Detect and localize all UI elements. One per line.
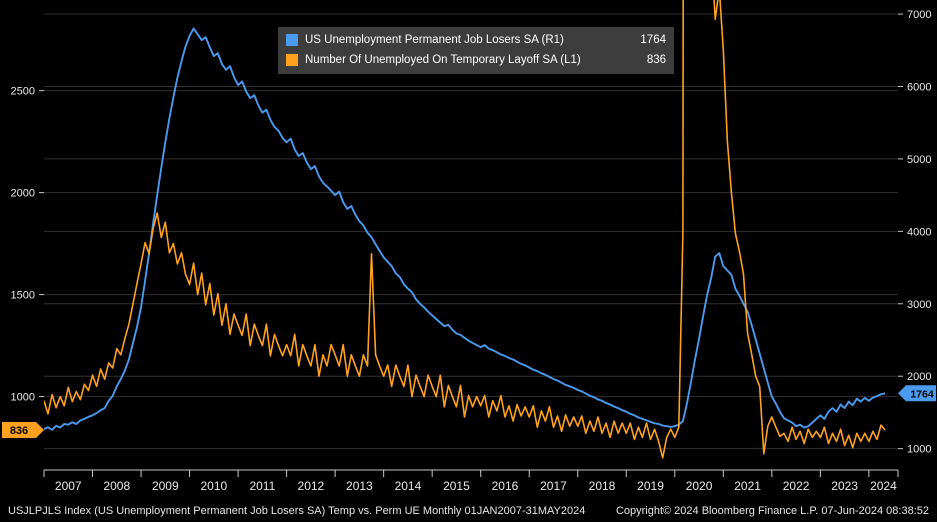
x-axis-year-label: 2012 [298, 479, 325, 493]
series-lines [44, 0, 886, 459]
x-axis-year-label: 2023 [831, 479, 858, 493]
value-badges: 836 1764 [2, 385, 936, 439]
legend-swatch-permanent-icon [286, 34, 298, 46]
x-axis-year-label: 2024 [870, 479, 897, 493]
x-axis-year-label: 2014 [395, 479, 422, 493]
left-axis-tick-label: 1500 [11, 290, 35, 302]
legend-value-permanent: 1764 [640, 34, 666, 46]
x-axis-year-label: 2019 [637, 479, 664, 493]
chart-legend[interactable]: US Unemployment Permanent Job Losers SA … [278, 27, 674, 74]
legend-swatch-temporary-icon [286, 54, 298, 66]
x-axis-year-label: 2022 [783, 479, 810, 493]
x-axis-year-label: 2017 [540, 479, 567, 493]
legend-value-temporary: 836 [646, 54, 666, 66]
right-axis-tick-label: 5000 [907, 154, 931, 166]
left-axis-tick-label: 2000 [11, 188, 35, 200]
legend-item-temporary-layoff[interactable]: Number Of Unemployed On Temporary Layoff… [286, 50, 666, 70]
axes: 1000 1500 2000 2500 1000 2000 3000 4000 5000 6000… [11, 9, 932, 493]
legend-label-temporary: Number Of Unemployed On Temporary Layoff… [305, 54, 581, 66]
line-permanent-job-losers [44, 27, 886, 431]
legend-item-permanent-job-losers[interactable]: US Unemployment Permanent Job Losers SA … [286, 30, 666, 50]
x-axis-year-label: 2015 [443, 479, 470, 493]
right-axis-tick-label: 4000 [907, 226, 931, 238]
right-axis-tick-label: 3000 [907, 299, 931, 311]
right-axis-tick-label: 1000 [907, 444, 931, 456]
status-bar-copyright-timestamp: Copyright© 2024 Bloomberg Finance L.P. 0… [615, 505, 929, 517]
right-axis-tick-label: 2000 [907, 371, 931, 383]
x-axis-year-label: 2021 [734, 479, 761, 493]
x-axis-year-label: 2020 [686, 479, 713, 493]
x-axis-year-label: 2016 [492, 479, 519, 493]
right-axis-last-value-badge [898, 385, 936, 402]
right-axis-tick-label: 7000 [907, 9, 931, 21]
x-axis-year-label: 2010 [200, 479, 227, 493]
x-axis-year-label: 2009 [152, 479, 179, 493]
left-axis-last-value-badge [2, 422, 44, 439]
x-axis-year-label: 2008 [103, 479, 130, 493]
right-axis-tick-label: 6000 [907, 81, 931, 93]
x-axis-year-label: 2018 [589, 479, 616, 493]
left-axis-tick-label: 1000 [11, 392, 35, 404]
left-axis-last-value-text: 836 [10, 425, 28, 437]
plot-svg[interactable]: 1000 1500 2000 2500 1000 2000 3000 4000 5000 6000… [0, 0, 937, 500]
status-bar-description: USJLPJLS Index (US Unemployment Permanen… [8, 505, 586, 517]
x-axis-year-label: 2013 [346, 479, 373, 493]
gridlines [44, 13, 898, 450]
legend-label-permanent: US Unemployment Permanent Job Losers SA … [305, 34, 564, 46]
x-axis-year-label: 2007 [55, 479, 82, 493]
line-temporary-layoff [44, 0, 886, 459]
right-axis-last-value-text: 1764 [910, 388, 934, 400]
status-bar: USJLPJLS Index (US Unemployment Permanen… [0, 500, 937, 522]
left-axis-tick-label: 2500 [11, 86, 35, 98]
x-axis-year-label: 2011 [249, 479, 275, 493]
